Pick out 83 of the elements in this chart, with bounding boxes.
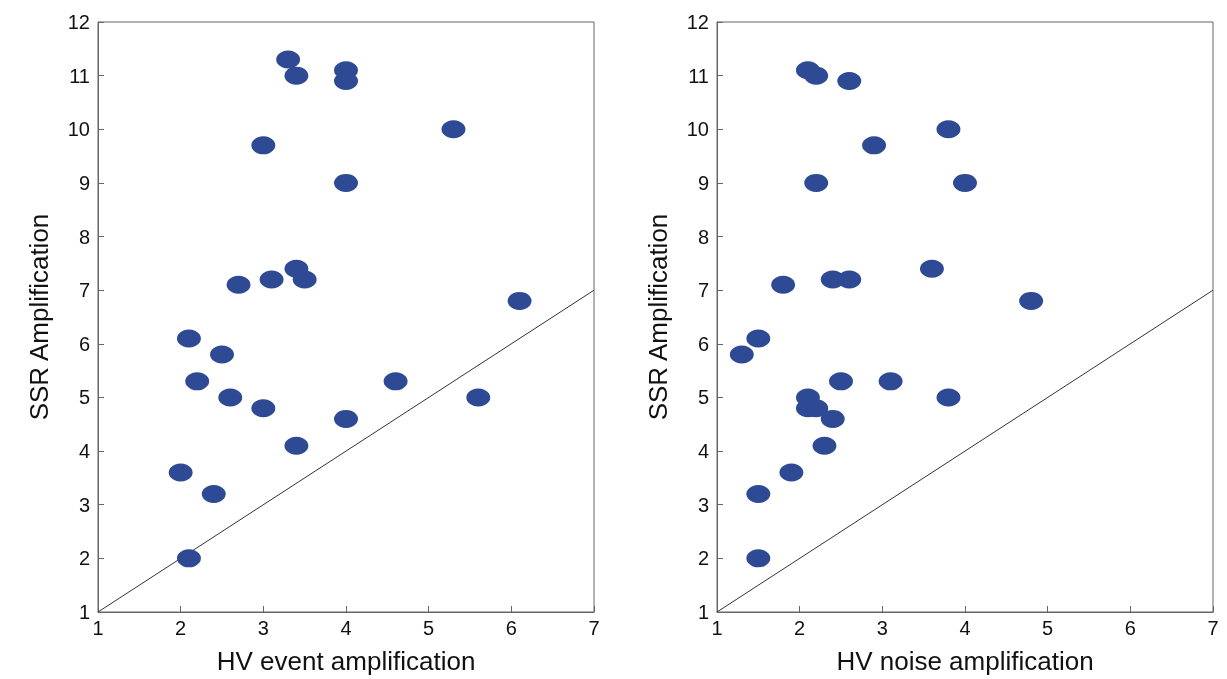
point bbox=[226, 275, 251, 294]
point bbox=[383, 372, 408, 391]
point bbox=[953, 173, 977, 192]
point bbox=[936, 120, 961, 139]
y-tick-label: 10 bbox=[67, 118, 90, 141]
y-tick-label: 2 bbox=[697, 547, 709, 570]
point bbox=[276, 50, 301, 69]
x-tick-label: 2 bbox=[794, 617, 806, 639]
y-tick-label: 7 bbox=[697, 279, 709, 302]
y-tick-label: 5 bbox=[78, 386, 90, 409]
x-tick-label: 7 bbox=[1207, 617, 1219, 639]
y-tick-label: 10 bbox=[686, 118, 709, 141]
point bbox=[334, 72, 358, 90]
x-tick-label: 5 bbox=[423, 617, 435, 639]
point bbox=[820, 409, 845, 428]
x-tick-label: 1 bbox=[711, 617, 723, 639]
point bbox=[919, 259, 944, 278]
point bbox=[185, 372, 210, 391]
point bbox=[292, 270, 317, 289]
point bbox=[746, 485, 771, 503]
x-axis-title: HV noise amplification bbox=[836, 646, 1094, 676]
point bbox=[936, 388, 961, 407]
y-tick-label: 1 bbox=[78, 601, 90, 623]
x-tick-label: 7 bbox=[588, 617, 600, 639]
point bbox=[507, 291, 532, 310]
point bbox=[779, 463, 804, 482]
y-tick-label: 5 bbox=[697, 386, 709, 409]
point bbox=[804, 173, 829, 192]
y-tick-label: 4 bbox=[697, 440, 709, 463]
x-axis-title: HV event amplification bbox=[216, 646, 476, 676]
x-tick-label: 2 bbox=[175, 617, 187, 639]
point bbox=[812, 436, 837, 455]
y-tick-label: 1 bbox=[697, 601, 709, 623]
x-tick-label: 6 bbox=[505, 617, 517, 639]
x-tick-label: 3 bbox=[876, 617, 888, 639]
point bbox=[334, 409, 358, 428]
point bbox=[1019, 291, 1044, 310]
y-tick-label: 12 bbox=[67, 11, 90, 33]
x-tick-label: 6 bbox=[1124, 617, 1136, 639]
point bbox=[862, 136, 887, 155]
point bbox=[771, 275, 796, 294]
point bbox=[251, 136, 276, 155]
y-tick-label: 6 bbox=[78, 332, 90, 355]
point bbox=[334, 173, 358, 192]
y-tick-label: 11 bbox=[688, 64, 709, 87]
y-tick-label: 7 bbox=[78, 279, 90, 302]
point bbox=[878, 372, 903, 391]
x-tick-label: 4 bbox=[959, 617, 971, 639]
y-tick-label: 9 bbox=[78, 171, 90, 194]
y-tick-label: 8 bbox=[697, 225, 709, 248]
point bbox=[837, 72, 862, 90]
y-tick-label: 11 bbox=[69, 64, 90, 87]
y-tick-label: 9 bbox=[697, 171, 709, 194]
y-tick-label: 2 bbox=[78, 547, 90, 570]
point bbox=[746, 329, 771, 348]
y-tick-label: 12 bbox=[686, 11, 709, 33]
y-tick-label: 4 bbox=[78, 440, 90, 463]
point bbox=[284, 66, 309, 85]
y-tick-label: 8 bbox=[78, 225, 90, 248]
point bbox=[176, 329, 201, 348]
point bbox=[201, 485, 226, 503]
point bbox=[829, 372, 853, 391]
y-tick-label: 3 bbox=[697, 493, 709, 516]
y-axis-title: SSR Amplification bbox=[24, 213, 54, 421]
point bbox=[210, 345, 234, 364]
x-tick-label: 3 bbox=[257, 617, 269, 639]
point bbox=[259, 270, 284, 289]
point bbox=[466, 388, 491, 407]
y-tick-label: 6 bbox=[697, 332, 709, 355]
point bbox=[176, 549, 201, 568]
y-tick-label: 3 bbox=[78, 493, 90, 516]
point bbox=[729, 345, 754, 364]
x-tick-label: 1 bbox=[92, 617, 104, 639]
point bbox=[804, 66, 829, 85]
point bbox=[441, 120, 466, 139]
point bbox=[746, 549, 771, 568]
x-tick-label: 4 bbox=[340, 617, 352, 639]
x-tick-label: 5 bbox=[1042, 617, 1054, 639]
point bbox=[251, 399, 276, 418]
point bbox=[218, 388, 243, 407]
point bbox=[168, 463, 193, 482]
y-axis-title: SSR Amplification bbox=[643, 213, 673, 421]
point bbox=[284, 436, 309, 455]
